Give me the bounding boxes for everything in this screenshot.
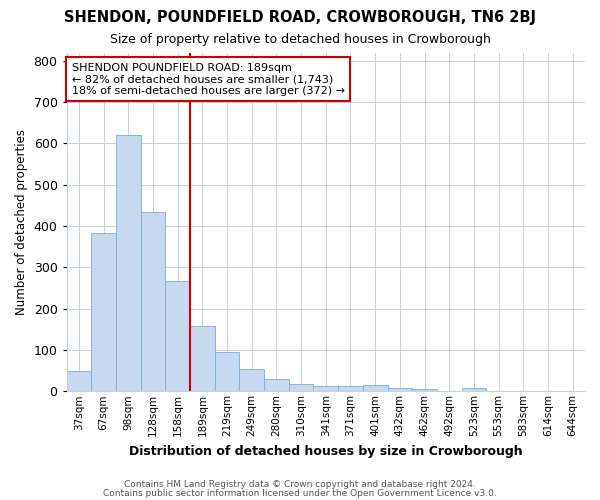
Bar: [338, 386, 363, 392]
Text: Contains public sector information licensed under the Open Government Licence v3: Contains public sector information licen…: [103, 490, 497, 498]
Y-axis label: Number of detached properties: Number of detached properties: [15, 129, 28, 315]
Bar: [239, 370, 264, 392]
Bar: [166, 280, 190, 392]
Bar: [116, 134, 140, 392]
Bar: [190, 326, 215, 392]
Text: Contains HM Land Registry data © Crown copyright and database right 2024.: Contains HM Land Registry data © Crown c…: [124, 480, 476, 489]
Bar: [412, 389, 437, 392]
Bar: [264, 379, 289, 392]
Text: Size of property relative to detached houses in Crowborough: Size of property relative to detached ho…: [110, 32, 490, 46]
Bar: [461, 388, 486, 392]
Bar: [215, 352, 239, 392]
Bar: [313, 386, 338, 392]
Bar: [388, 388, 412, 392]
Bar: [91, 233, 116, 392]
Text: SHENDON, POUNDFIELD ROAD, CROWBOROUGH, TN6 2BJ: SHENDON, POUNDFIELD ROAD, CROWBOROUGH, T…: [64, 10, 536, 25]
Bar: [140, 212, 166, 392]
Bar: [363, 385, 388, 392]
Text: SHENDON POUNDFIELD ROAD: 189sqm
← 82% of detached houses are smaller (1,743)
18%: SHENDON POUNDFIELD ROAD: 189sqm ← 82% of…: [72, 62, 345, 96]
Bar: [67, 372, 91, 392]
Bar: [289, 384, 313, 392]
X-axis label: Distribution of detached houses by size in Crowborough: Distribution of detached houses by size …: [129, 444, 523, 458]
